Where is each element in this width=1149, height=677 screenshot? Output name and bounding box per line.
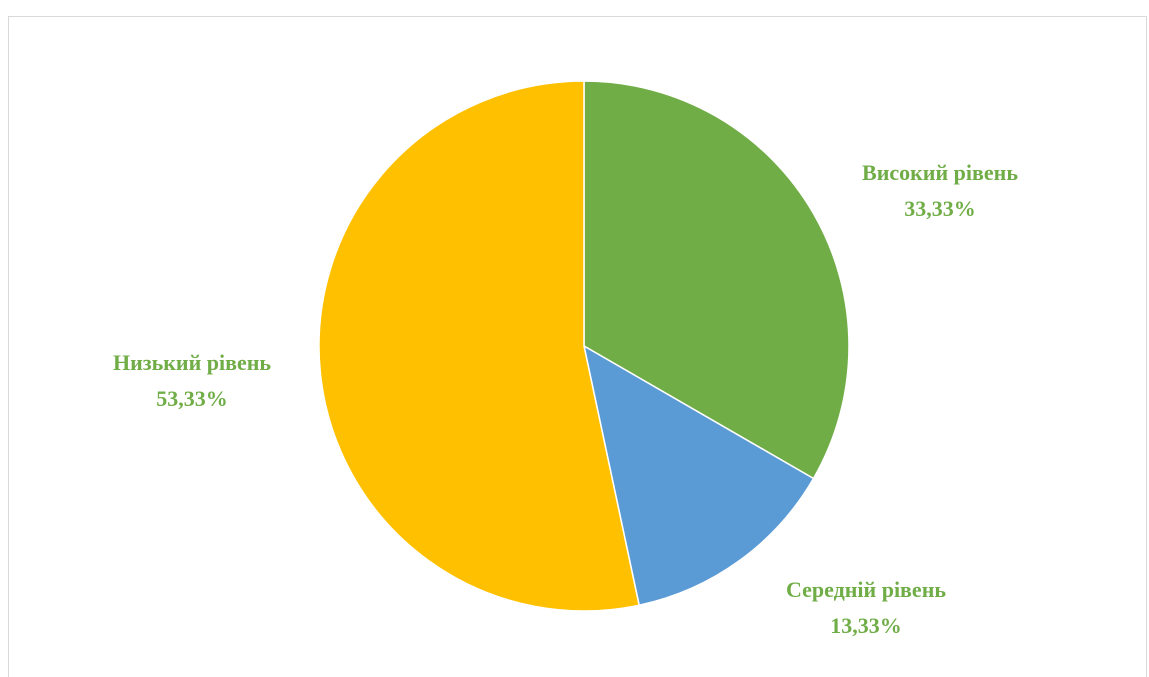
slice-value-label-1: 33,33% — [904, 196, 976, 221]
chart-frame — [8, 16, 1147, 677]
pie-slice-3 — [318, 80, 641, 612]
pie-slice-2 — [582, 344, 815, 607]
slice-label-2: Середній рівень — [786, 577, 946, 602]
slice-label-1: Високий рівень — [862, 160, 1018, 185]
pie-slice-1 — [583, 80, 850, 480]
slice-label-3: Низький рівень — [113, 350, 271, 375]
slice-value-label-2: 13,33% — [830, 613, 902, 638]
slice-value-label-3: 53,33% — [156, 386, 228, 411]
